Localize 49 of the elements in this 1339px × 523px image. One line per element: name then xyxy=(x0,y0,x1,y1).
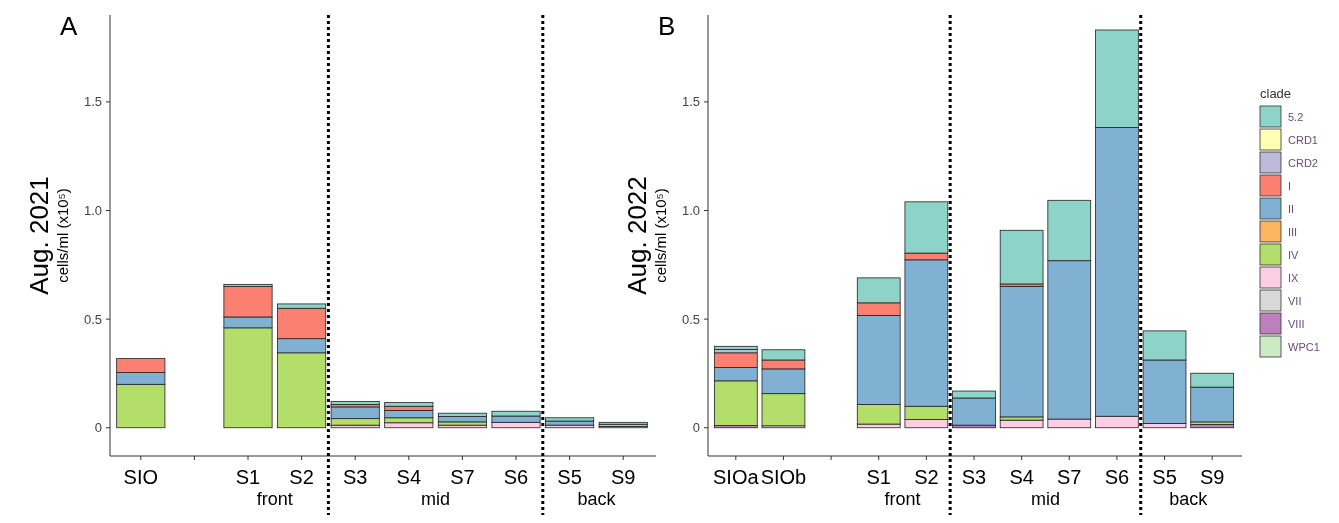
x-tick-label: S1 xyxy=(866,466,891,488)
y-tick-label: 1.5 xyxy=(681,94,700,110)
text: front xyxy=(256,489,293,509)
legend-label: VIII xyxy=(1288,317,1305,330)
chart-title: A xyxy=(60,11,78,41)
y-axis-title: Aug. 2021 cells/ml (x10⁵) xyxy=(24,176,71,295)
text: front xyxy=(884,489,921,509)
x-tick-label: S5 xyxy=(557,466,582,488)
y-tick-label: 1.0 xyxy=(681,203,700,219)
y-tick-label: 1.5 xyxy=(83,94,102,110)
x-tick-label: S3 xyxy=(342,466,368,488)
legend-label: I xyxy=(1288,179,1292,192)
chart-title: B xyxy=(658,11,676,41)
x-tick-label: S6 xyxy=(1104,466,1130,488)
x-tick-label: S4 xyxy=(396,466,422,488)
x-tick-label: S6 xyxy=(503,466,529,488)
legend-label: II xyxy=(1288,202,1295,215)
text: back xyxy=(1169,489,1209,509)
x-tick-label: S3 xyxy=(961,466,987,488)
text: back xyxy=(577,489,617,509)
y-tick-label: 0 xyxy=(94,420,102,436)
text: mid xyxy=(421,489,451,509)
x-tick-label: S4 xyxy=(1009,466,1034,488)
x-tick-label: S2 xyxy=(914,466,939,488)
text: mid xyxy=(1030,489,1060,509)
y-tick-label: 0.5 xyxy=(681,311,700,327)
x-tick-label: S7 xyxy=(1057,466,1082,488)
y-tick-label: 1.0 xyxy=(83,203,102,219)
y-tick-label: 0 xyxy=(692,420,700,436)
legend-title: clade xyxy=(1260,86,1292,101)
x-tick-label: S9 xyxy=(1199,466,1225,488)
legend-label: CRD1 xyxy=(1288,133,1318,146)
y-axis-title: Aug. 2022 cells/ml (x10⁵) xyxy=(622,176,669,295)
x-tick-label: SIOa xyxy=(713,466,760,488)
x-tick-label: SIO xyxy=(123,466,159,488)
x-tick-label: S7 xyxy=(450,466,475,488)
legend-label: CRD2 xyxy=(1288,156,1318,169)
legend-label: 5.2 xyxy=(1288,110,1304,123)
legend-label: WPC1 xyxy=(1288,340,1320,353)
legend-label: IV xyxy=(1288,248,1300,261)
x-tick-label: S9 xyxy=(610,466,636,488)
legend-label: IX xyxy=(1288,271,1300,284)
y-tick-label: 0.5 xyxy=(83,311,102,327)
x-tick-label: S1 xyxy=(235,466,261,488)
legend-label: VII xyxy=(1288,294,1302,307)
legend-label: III xyxy=(1288,225,1298,238)
x-tick-label: S2 xyxy=(289,466,314,488)
x-tick-label: S5 xyxy=(1152,466,1177,488)
x-tick-label: SIOb xyxy=(760,466,807,488)
